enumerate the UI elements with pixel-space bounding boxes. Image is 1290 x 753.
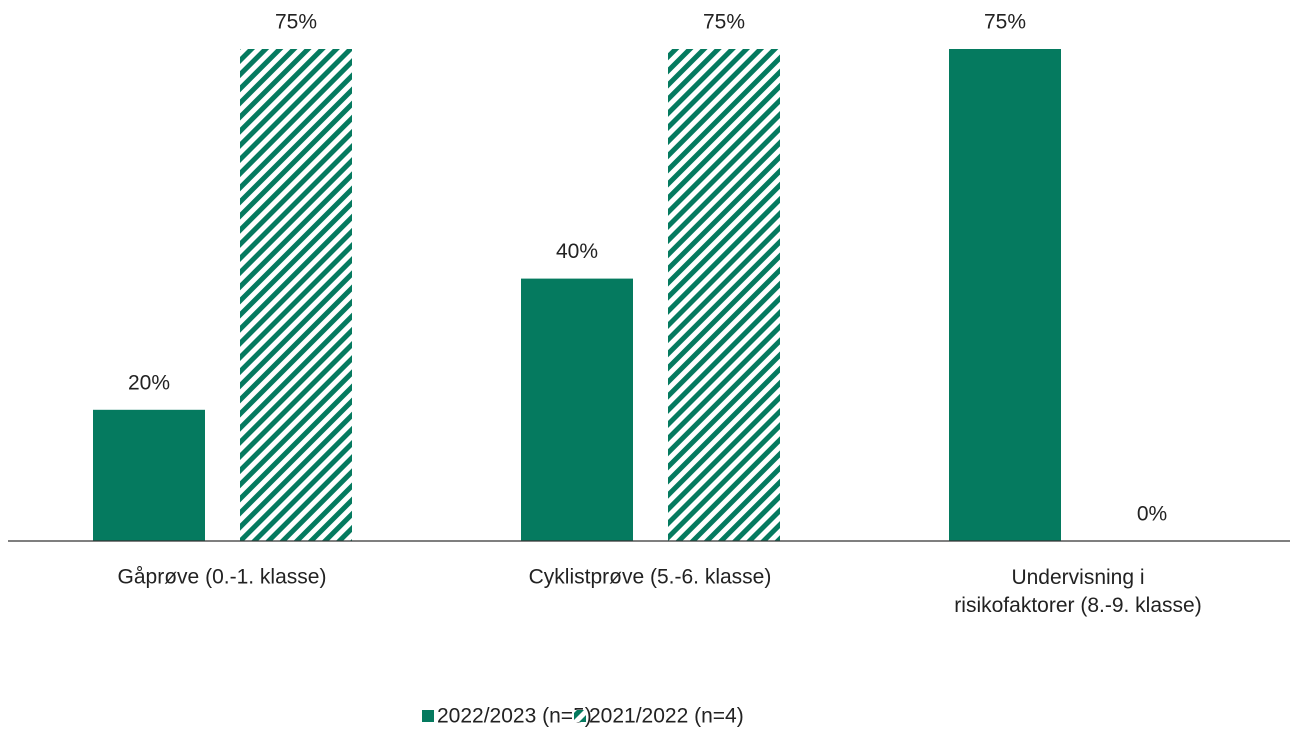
legend-label: 2022/2023 (n=5) (437, 705, 592, 728)
bar (93, 409, 205, 541)
data-label: 40% (556, 240, 598, 263)
legend-label: 2021/2022 (n=4) (589, 705, 744, 728)
bar (521, 278, 633, 541)
data-label: 0% (1137, 503, 1167, 526)
x-tick-label: Gåprøve (0.-1. klasse) (118, 566, 327, 589)
data-label: 20% (128, 371, 170, 394)
data-label: 75% (275, 11, 317, 34)
bar (668, 49, 780, 541)
x-tick-label: Cyklistprøve (5.-6. klasse) (529, 566, 772, 589)
bar (240, 49, 352, 541)
data-label: 75% (984, 11, 1026, 34)
data-label: 75% (703, 11, 745, 34)
bar (949, 49, 1061, 541)
x-tick-label: Undervisning i risikofaktorer (8.-9. klas… (954, 566, 1201, 617)
legend-swatch (574, 710, 586, 722)
legend-swatch (422, 710, 434, 722)
